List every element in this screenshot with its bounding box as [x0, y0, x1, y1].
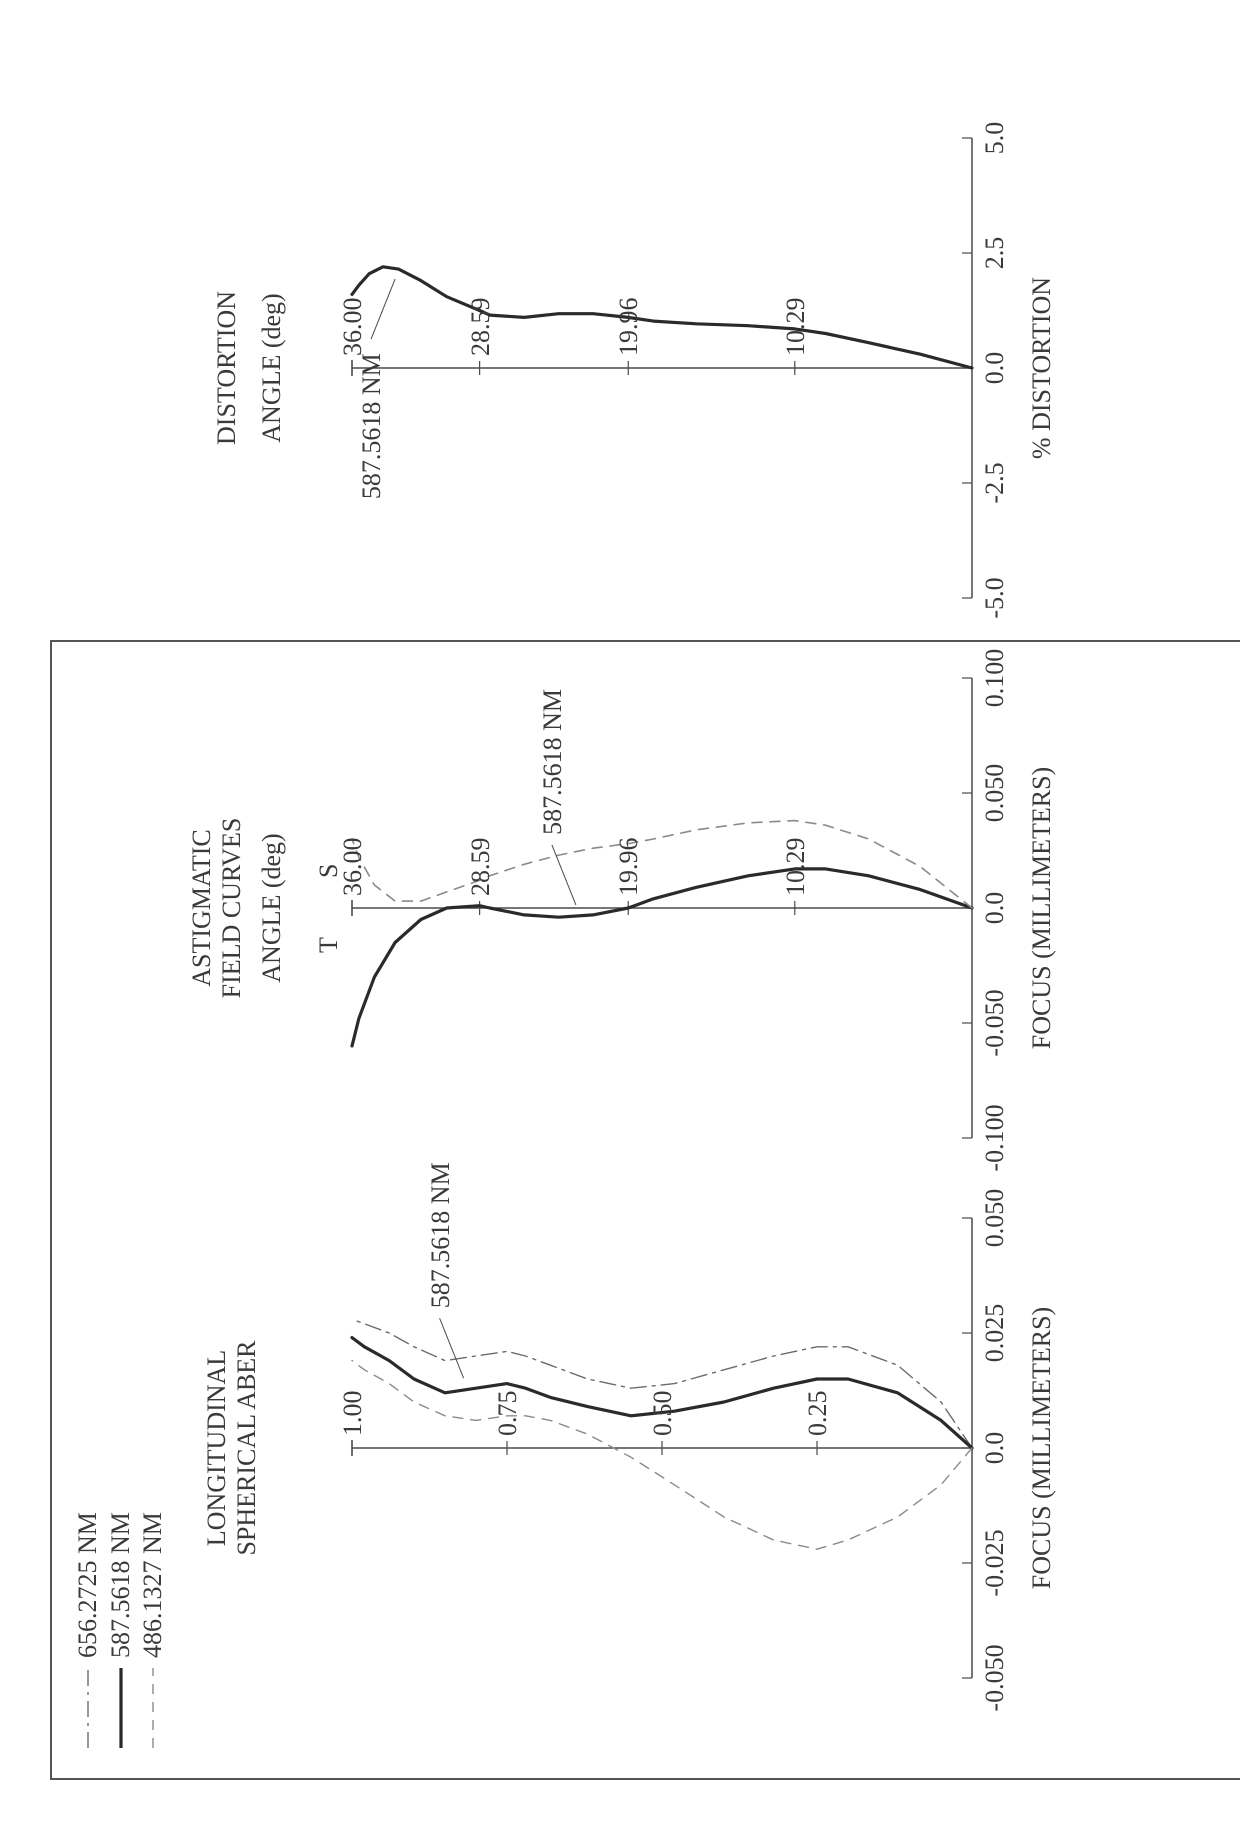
x-tick-label: 2.5 — [980, 208, 1010, 298]
y-tick-label: 0.25 — [803, 1391, 833, 1437]
legend-swatch — [141, 1668, 165, 1748]
y-tick-label: 0.75 — [493, 1391, 523, 1437]
distortion-subtitle: ANGLE (deg) — [257, 138, 287, 598]
y-tick-label: 19.96 — [614, 298, 644, 357]
legend-item: 486.1327 NM — [137, 1512, 170, 1748]
x-tick-label: 5.0 — [980, 93, 1010, 183]
astig-x-axis-label: FOCUS (MILLIMETERS) — [1027, 658, 1057, 1158]
page: 656.2725 NM 587.5618 NM 486.1327 NM LONG… — [0, 0, 1240, 1831]
astig-annotation: 587.5618 NM — [538, 689, 568, 835]
distortion-annotation: 587.5618 NM — [357, 353, 387, 499]
x-tick-label: 0.050 — [980, 1173, 1010, 1263]
figure-frame: 656.2725 NM 587.5618 NM 486.1327 NM LONG… — [50, 640, 1240, 1780]
distortion-plot — [352, 138, 972, 598]
astig-title: ASTIGMATIC FIELD CURVES — [187, 678, 247, 1138]
y-tick-label: 1.00 — [338, 1391, 368, 1437]
x-tick-label: 0.0 — [980, 323, 1010, 413]
legend-swatch — [109, 1668, 133, 1748]
legend-label: 587.5618 NM — [105, 1512, 138, 1658]
x-tick-label: 0.0 — [980, 1403, 1010, 1493]
y-tick-label: 28.59 — [466, 298, 496, 357]
legend-item: 587.5618 NM — [105, 1512, 138, 1748]
x-tick-label: -0.050 — [980, 978, 1010, 1068]
legend-label: 656.2725 NM — [72, 1512, 105, 1658]
x-tick-label: 0.0 — [980, 863, 1010, 953]
y-tick-label: 10.29 — [781, 838, 811, 897]
y-tick-label: 19.96 — [614, 838, 644, 897]
y-tick-label: 36.00 — [338, 298, 368, 357]
legend-item: 656.2725 NM — [72, 1512, 105, 1748]
lsa-annotation: 587.5618 NM — [426, 1162, 456, 1308]
legend-swatch — [76, 1668, 100, 1748]
legend-label: 486.1327 NM — [137, 1512, 170, 1658]
x-tick-label: -0.050 — [980, 1633, 1010, 1723]
distortion-x-axis-label: % DISTORTION — [1027, 118, 1057, 618]
x-tick-label: -5.0 — [980, 553, 1010, 643]
astig-plot — [352, 678, 972, 1138]
y-tick-label: 36.00 — [338, 838, 368, 897]
distortion-title: DISTORTION — [212, 138, 242, 598]
y-tick-label: 28.59 — [466, 838, 496, 897]
astig-t-label: T — [314, 937, 344, 953]
lsa-title: LONGITUDINAL SPHERICAL ABER — [202, 1218, 262, 1678]
x-tick-label: -0.100 — [980, 1093, 1010, 1183]
y-tick-label: 0.50 — [648, 1391, 678, 1437]
astig-subtitle: ANGLE (deg) — [257, 678, 287, 1138]
x-tick-label: 0.100 — [980, 633, 1010, 723]
legend: 656.2725 NM 587.5618 NM 486.1327 NM — [72, 1512, 170, 1748]
x-tick-label: 0.050 — [980, 748, 1010, 838]
lsa-x-axis-label: FOCUS (MILLIMETERS) — [1027, 1198, 1057, 1698]
x-tick-label: -2.5 — [980, 438, 1010, 528]
y-tick-label: 10.29 — [781, 298, 811, 357]
x-tick-label: -0.025 — [980, 1518, 1010, 1608]
x-tick-label: 0.025 — [980, 1288, 1010, 1378]
